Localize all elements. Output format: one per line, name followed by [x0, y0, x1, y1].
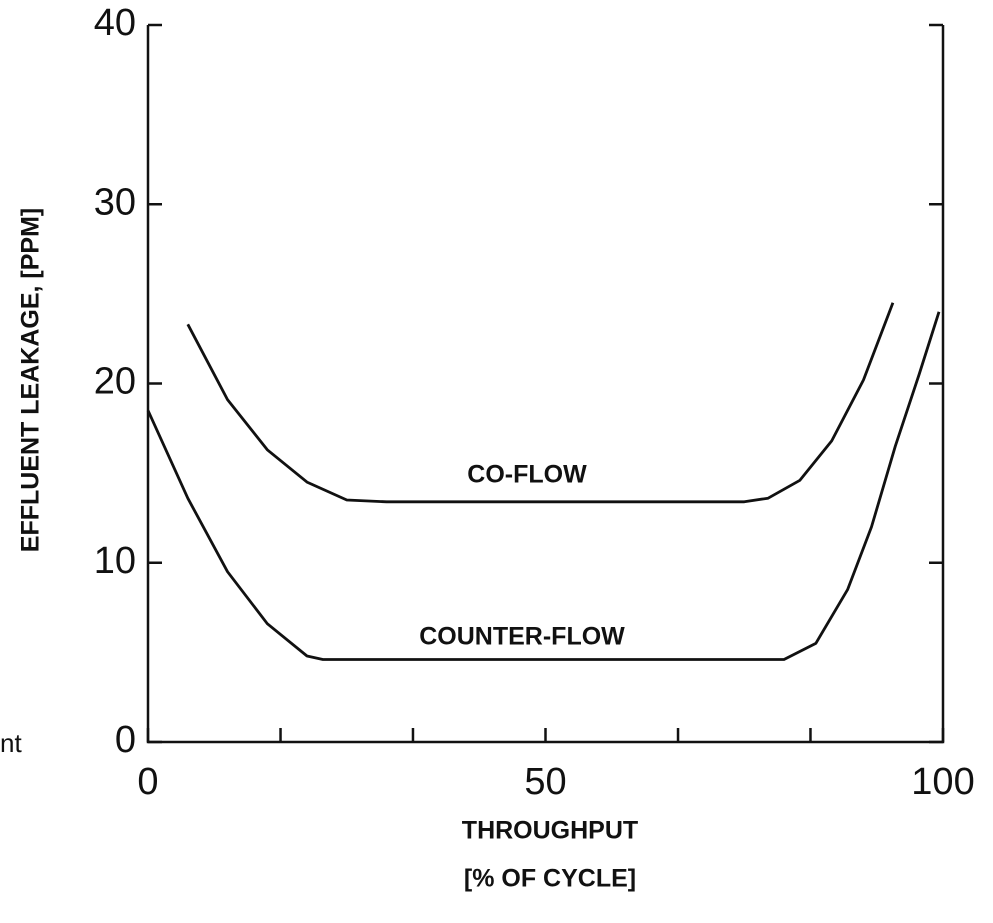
- x-tick-label: 100: [911, 761, 974, 803]
- y-tick-label: 20: [94, 361, 136, 403]
- y-tick-label: 40: [94, 2, 136, 44]
- x-axis-label: THROUGHPUT: [462, 817, 638, 845]
- y-tick-label: 10: [94, 540, 136, 582]
- line-series: [186, 302, 895, 504]
- y-tick-label: 0: [115, 719, 136, 761]
- series-label: CO-FLOW: [467, 461, 587, 489]
- y-tick-label: 30: [94, 181, 136, 223]
- x-tick-label: 50: [524, 761, 566, 803]
- line-series: [146, 311, 941, 661]
- text-fragment: nt: [0, 728, 22, 758]
- y-axis-label: EFFLUENT LEAKAGE, [PPM]: [17, 208, 45, 552]
- series-label: COUNTER-FLOW: [419, 623, 625, 651]
- x-axis-label: [% OF CYCLE]: [464, 865, 636, 893]
- x-tick-label: 0: [137, 761, 158, 803]
